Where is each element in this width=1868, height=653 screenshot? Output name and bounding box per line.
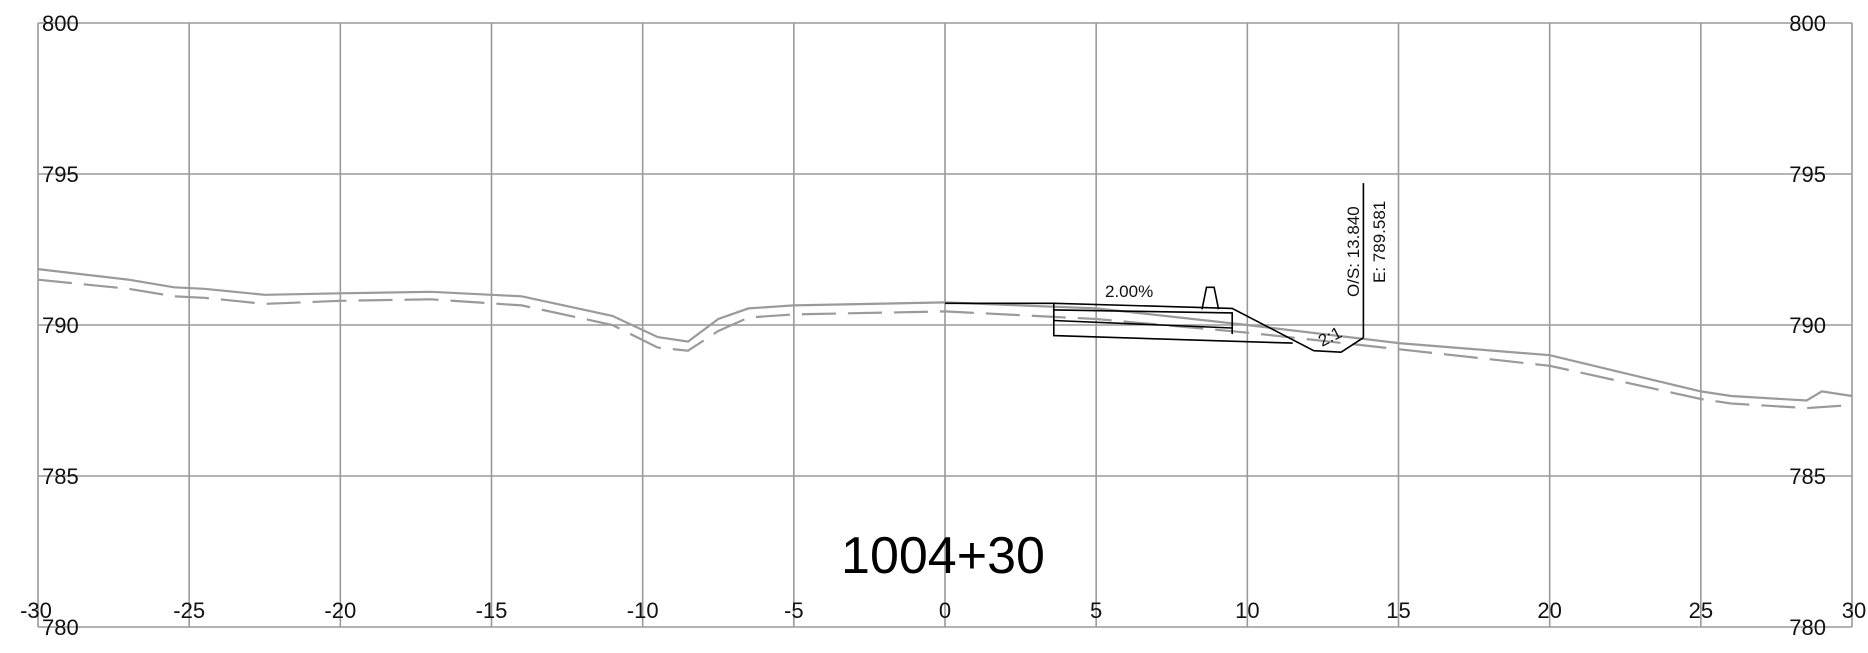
y-tick-label-right: 790 bbox=[1789, 313, 1826, 338]
design-line bbox=[1053, 303, 1293, 344]
design-line bbox=[945, 302, 1364, 354]
x-tick-label: 20 bbox=[1537, 598, 1561, 623]
x-tick-label: 15 bbox=[1386, 598, 1410, 623]
design-template bbox=[945, 183, 1365, 354]
x-tick-label: -30 bbox=[20, 598, 52, 623]
x-tick-label: 30 bbox=[1842, 598, 1866, 623]
x-tick-label: 5 bbox=[1090, 598, 1102, 623]
y-tick-label-right: 795 bbox=[1789, 162, 1826, 187]
x-tick-label: -10 bbox=[627, 598, 659, 623]
grid bbox=[37, 22, 1853, 628]
y-tick-label-right: 785 bbox=[1789, 464, 1826, 489]
design-line bbox=[1053, 309, 1233, 335]
x-tick-label: 10 bbox=[1235, 598, 1259, 623]
x-tick-label: -5 bbox=[784, 598, 804, 623]
axis-tick-labels: -30 -25 -20 -15 -10 -5 0 5 10 15 20 25 30 780 780 785 78… bbox=[20, 11, 1866, 640]
existing-ground bbox=[37, 268, 1853, 410]
y-tick-label-right: 780 bbox=[1789, 615, 1826, 640]
cross-slope-label: 2.00% bbox=[1105, 282, 1153, 301]
y-tick-label-left: 790 bbox=[42, 313, 79, 338]
y-tick-label-left: 800 bbox=[42, 11, 79, 36]
x-tick-label: -20 bbox=[324, 598, 356, 623]
y-tick-label-left: 795 bbox=[42, 162, 79, 187]
x-tick-label: 0 bbox=[939, 598, 951, 623]
existing-ground-line bbox=[37, 268, 1853, 402]
x-tick-label: -25 bbox=[173, 598, 205, 623]
station-label: 1004+30 bbox=[841, 527, 1045, 585]
design-line bbox=[1053, 319, 1233, 329]
x-tick-label: -15 bbox=[476, 598, 508, 623]
side-slope-label: 2:1 bbox=[1315, 323, 1345, 351]
elevation-label: E: 789.581 bbox=[1370, 201, 1389, 283]
y-tick-label-left: 780 bbox=[42, 615, 79, 640]
y-tick-label-right: 800 bbox=[1789, 11, 1826, 36]
offset-label: O/S: 13.840 bbox=[1344, 206, 1363, 297]
design-line bbox=[1201, 286, 1220, 310]
y-tick-label-left: 785 bbox=[42, 464, 79, 489]
x-tick-label: 25 bbox=[1689, 598, 1713, 623]
existing-ground-dashed-line bbox=[37, 278, 1853, 410]
